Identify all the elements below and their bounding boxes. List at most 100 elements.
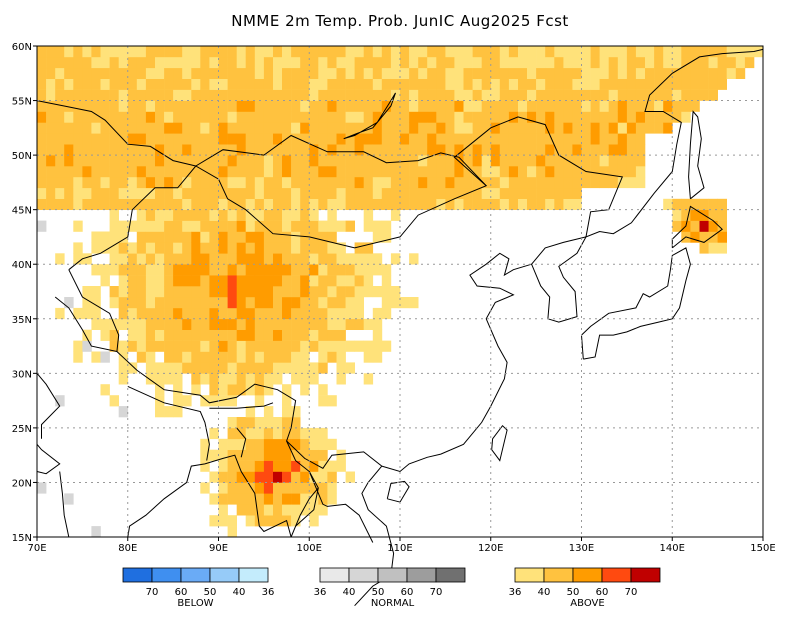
probability-cell: [309, 427, 319, 440]
probability-cell: [581, 89, 591, 101]
probability-cell: [73, 78, 83, 90]
probability-cell: [309, 133, 319, 145]
probability-cell: [427, 122, 437, 134]
probability-cell: [218, 275, 228, 287]
legend-number-below: 36: [262, 587, 275, 598]
probability-cell: [173, 307, 183, 320]
probability-cell: [690, 56, 700, 69]
probability-cell: [327, 56, 337, 69]
probability-cell: [91, 286, 101, 298]
probability-cell: [173, 406, 183, 418]
probability-cell: [318, 460, 328, 472]
probability-cell: [282, 166, 292, 178]
probability-cell: [345, 155, 355, 167]
probability-cell: [109, 122, 119, 134]
probability-cell: [91, 122, 101, 134]
probability-cell: [590, 56, 600, 69]
probability-cell: [64, 111, 74, 123]
probability-cell: [263, 286, 274, 298]
probability-cell: [109, 264, 119, 276]
probability-cell: [345, 220, 355, 232]
probability-cell: [145, 220, 156, 232]
probability-cell: [518, 133, 528, 145]
probability-cell: [218, 264, 228, 276]
probability-cell: [127, 242, 138, 254]
probability-cell: [109, 133, 119, 145]
probability-cell: [218, 449, 228, 461]
probability-cell: [381, 78, 392, 90]
probability-cell: [318, 427, 328, 440]
probability-cell: [345, 307, 355, 320]
probability-cell: [354, 133, 364, 145]
probability-cell: [273, 187, 283, 199]
probability-cell: [145, 100, 156, 112]
probability-cell: [282, 67, 292, 79]
probability-cell: [82, 340, 92, 352]
probability-cell: [209, 56, 219, 69]
probability-cell: [381, 286, 392, 298]
probability-cell: [345, 340, 355, 352]
probability-cell: [227, 427, 237, 440]
probability-cell: [318, 438, 328, 450]
probability-cell: [145, 264, 156, 276]
probability-cell: [37, 187, 47, 199]
probability-cell: [626, 111, 637, 123]
probability-cell: [263, 515, 274, 527]
probability-cell: [599, 176, 609, 189]
probability-cell: [127, 220, 138, 232]
probability-cell: [164, 166, 174, 178]
probability-cell: [418, 89, 428, 101]
probability-cell: [245, 46, 256, 58]
lon-tick-label: 100E: [297, 543, 322, 554]
probability-cell: [490, 144, 501, 156]
legend-swatch-below: [238, 567, 269, 583]
probability-cell: [309, 286, 319, 298]
probability-cell: [327, 340, 337, 352]
probability-cell: [626, 155, 637, 167]
probability-cell: [245, 427, 256, 440]
probability-cell: [327, 395, 337, 407]
probability-cell: [327, 187, 337, 199]
probability-cell: [545, 122, 555, 134]
probability-cell: [318, 166, 328, 178]
probability-cell: [64, 100, 74, 112]
probability-cell: [73, 198, 83, 210]
probability-cell: [127, 100, 138, 112]
probability-cell: [508, 89, 519, 101]
probability-cell: [635, 56, 646, 69]
probability-cell: [518, 144, 528, 156]
probability-cell: [381, 111, 392, 123]
probability-cell: [617, 166, 628, 178]
probability-cell: [354, 307, 364, 320]
probability-cell: [345, 78, 355, 90]
probability-cell: [245, 133, 256, 145]
probability-cell: [173, 46, 183, 58]
probability-cell: [608, 144, 619, 156]
probability-cell: [118, 78, 129, 90]
probability-cell: [336, 46, 346, 58]
coastline-path: [343, 92, 396, 140]
probability-cell: [336, 220, 346, 232]
probability-cell: [164, 144, 174, 156]
probability-cell: [390, 253, 401, 265]
probability-cell: [390, 176, 401, 189]
probability-cell: [563, 67, 573, 79]
probability-cell: [227, 56, 237, 69]
probability-cell: [182, 46, 192, 58]
probability-cell: [173, 176, 183, 189]
probability-cell: [318, 482, 328, 494]
probability-cell: [681, 56, 691, 69]
probability-cell: [127, 253, 138, 265]
probability-cell: [472, 56, 482, 69]
probability-cell: [690, 100, 700, 112]
probability-cell: [91, 187, 101, 199]
probability-cell: [418, 100, 428, 112]
probability-cell: [191, 198, 201, 210]
probability-cell: [200, 56, 210, 69]
probability-cell: [354, 67, 364, 79]
probability-cell: [64, 493, 74, 505]
probability-cell: [390, 111, 401, 123]
probability-cell: [536, 89, 546, 101]
probability-cell: [690, 46, 700, 58]
legend-swatch-below: [151, 567, 182, 583]
